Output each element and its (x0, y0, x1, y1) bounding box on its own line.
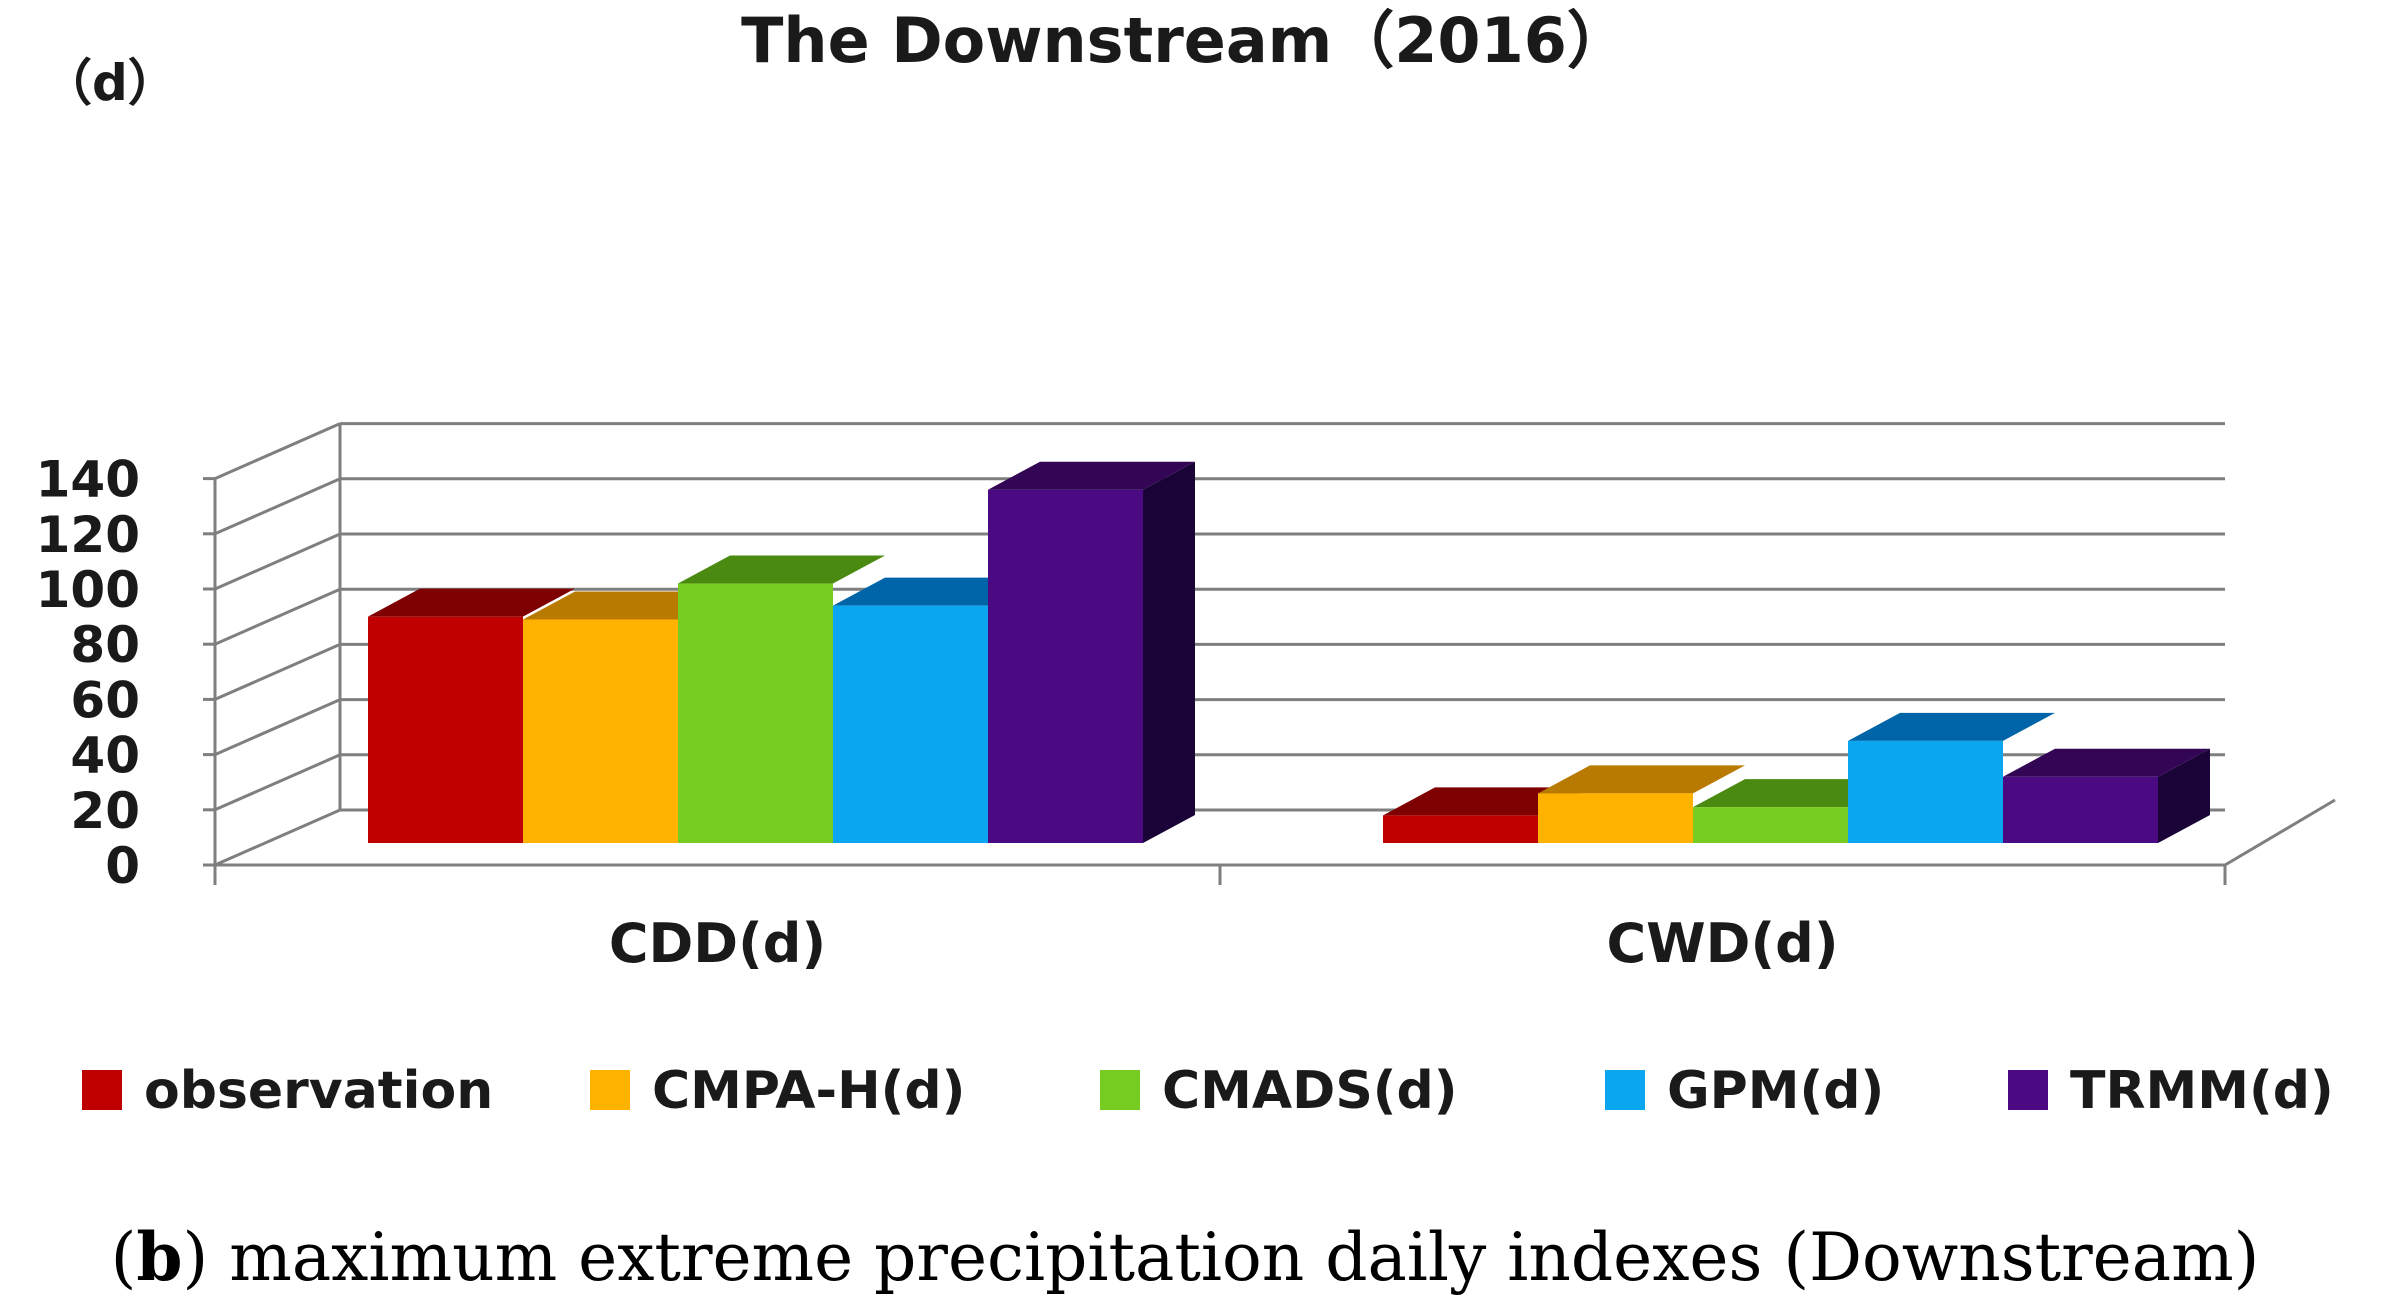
y-tick-label: 120 (36, 506, 140, 564)
gridline-depth (214, 422, 341, 480)
gridline-depth (214, 698, 341, 756)
bar (678, 583, 833, 843)
bars-layer (368, 461, 2210, 843)
y-tick-label: 60 (70, 671, 140, 729)
legend: observation CMPA-H(d) CMADS(d) GPM(d) TRMM(d… (82, 1061, 2334, 1121)
caption-open-paren: ( (111, 1219, 137, 1296)
gridline-depth (214, 808, 341, 867)
gridline-depth (214, 753, 341, 812)
bar (1383, 815, 1538, 843)
bar-top (1848, 712, 2055, 741)
legend-swatch (2008, 1070, 2048, 1110)
caption-close-paren: ) (183, 1219, 209, 1296)
bar (2003, 776, 2158, 843)
y-axis-unit-label: （d） (42, 54, 178, 112)
bar (1693, 807, 1848, 843)
legend-swatch (1100, 1070, 1140, 1110)
bar (988, 489, 1143, 843)
bar-top (368, 588, 575, 617)
caption-text: maximum extreme precipitation daily inde… (208, 1219, 2259, 1296)
bar (368, 616, 523, 843)
legend-label: CMADS(d) (1162, 1061, 1458, 1121)
legend-swatch (1605, 1070, 1645, 1110)
bar-top (2003, 748, 2210, 777)
y-tick-label: 80 (70, 616, 140, 674)
legend-label: CMPA-H(d) (652, 1061, 965, 1121)
legend-swatch (82, 1070, 122, 1110)
chart-title: The Downstream（2016） (741, 4, 1629, 77)
bar (833, 605, 988, 843)
bar-side (2158, 748, 2210, 843)
bar-top (678, 555, 885, 584)
gridline-depth (214, 532, 341, 591)
gridline-depth (214, 587, 341, 646)
caption-label: b (136, 1218, 182, 1296)
legend-swatch (590, 1070, 630, 1110)
y-tick-label: 140 (36, 451, 140, 509)
gridline-depth (214, 643, 341, 701)
y-tick-label: 40 (70, 727, 140, 785)
bar (1848, 740, 2003, 843)
legend-label: TRMM(d) (2070, 1061, 2334, 1121)
bar (523, 619, 678, 843)
gridline-depth (214, 477, 341, 536)
legend-label: observation (144, 1061, 493, 1121)
bar-top (1538, 765, 1745, 794)
y-tick-label: 100 (36, 561, 140, 619)
x-category-label: CWD(d) (1606, 912, 1838, 975)
x-category-labels: CDD(d) CWD(d) (609, 912, 1839, 975)
y-tick-label: 20 (70, 782, 140, 840)
figure-caption: (b) maximum extreme precipitation daily … (111, 1218, 2260, 1296)
bar-top (988, 461, 1195, 490)
grid-layer (203, 422, 2336, 885)
legend-label: GPM(d) (1667, 1061, 1884, 1121)
bar-side (1143, 461, 1195, 843)
x-category-label: CDD(d) (609, 912, 826, 975)
bar (1538, 793, 1693, 843)
y-tick-label: 0 (105, 837, 140, 895)
